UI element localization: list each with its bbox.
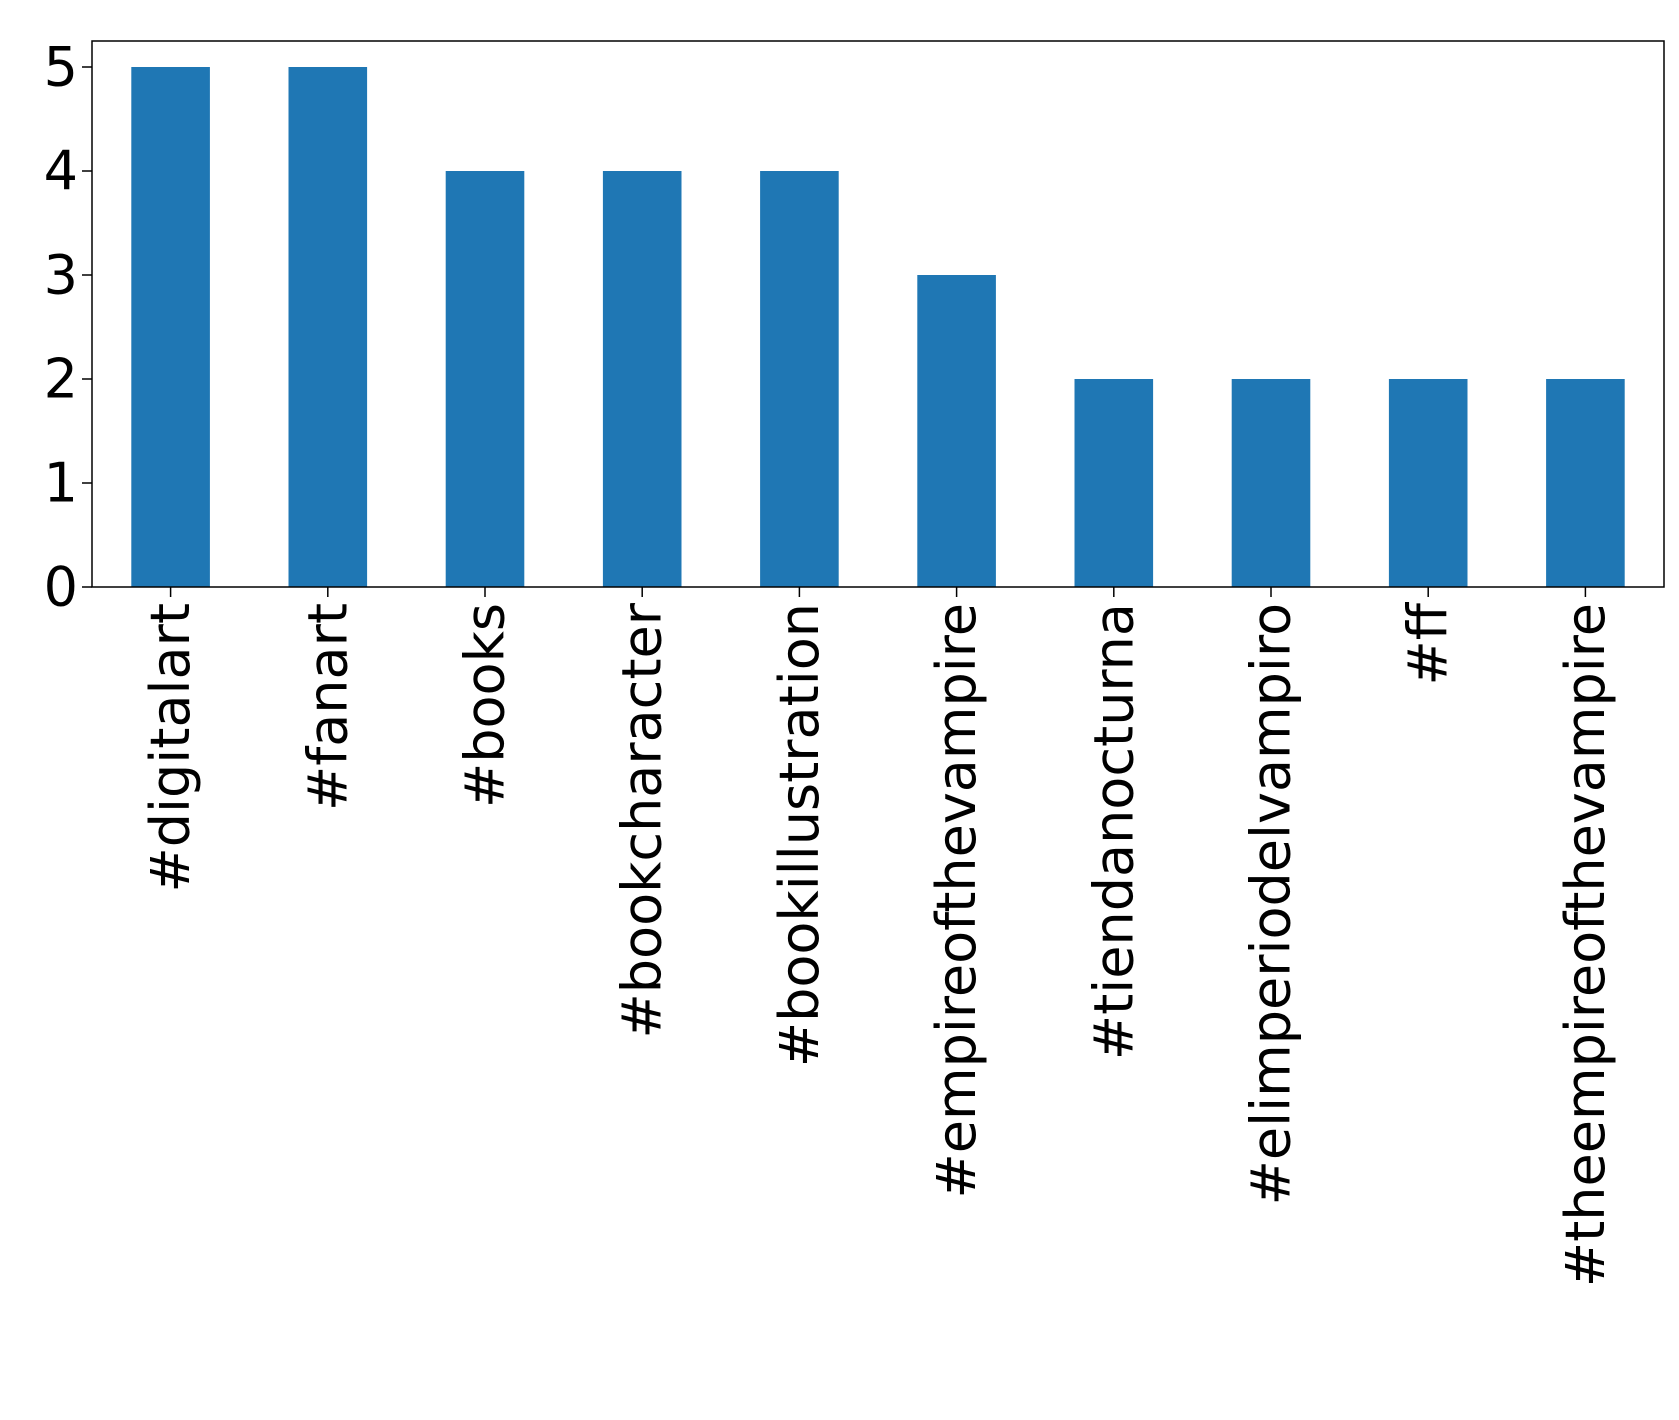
x-tick-label-theempireofthevampire: #theempireofthevampire	[1554, 603, 1617, 1287]
bars-group	[131, 67, 1625, 587]
y-tick-label: 1	[44, 452, 78, 515]
plot-frame	[91, 40, 1665, 588]
y-tick-label: 5	[44, 36, 78, 99]
x-tick-label-fanart: #fanart	[296, 603, 359, 811]
x-tick-label-elimperiodelvampiro: #elimperiodelvampiro	[1240, 603, 1303, 1205]
bar-empireofthevampire	[917, 275, 996, 587]
bar-fanart	[288, 67, 368, 587]
bar-digitalart	[131, 67, 210, 587]
bar-ff	[1388, 379, 1468, 587]
x-tick-label-tiendanocturna: #tiendanocturna	[1082, 603, 1145, 1060]
x-tick-label-bookillustration: #bookillustration	[768, 603, 831, 1067]
bar-bookcharacter	[602, 171, 682, 587]
x-tick-label-ff: #ff	[1397, 601, 1460, 685]
y-tick-label: 0	[44, 556, 78, 619]
bar-bookillustration	[760, 171, 839, 587]
bar-theempireofthevampire	[1546, 379, 1625, 587]
x-tick-label-books: #books	[454, 603, 517, 808]
y-tick-label: 2	[44, 348, 78, 411]
bar-elimperiodelvampiro	[1231, 379, 1311, 587]
y-axis: 0 1 2 3 4 5	[44, 36, 92, 619]
bar-tiendanocturna	[1074, 379, 1154, 587]
x-tick-label-digitalart: #digitalart	[139, 603, 202, 893]
x-tick-label-empireofthevampire: #empireofthevampire	[925, 603, 988, 1198]
y-tick-label: 3	[44, 244, 78, 307]
x-tick-label-bookcharacter: #bookcharacter	[611, 602, 674, 1038]
bar-books	[445, 171, 525, 587]
x-axis: #digitalart #fanart #books #bookcharacter #b…	[139, 587, 1617, 1287]
y-tick-label: 4	[44, 140, 78, 203]
